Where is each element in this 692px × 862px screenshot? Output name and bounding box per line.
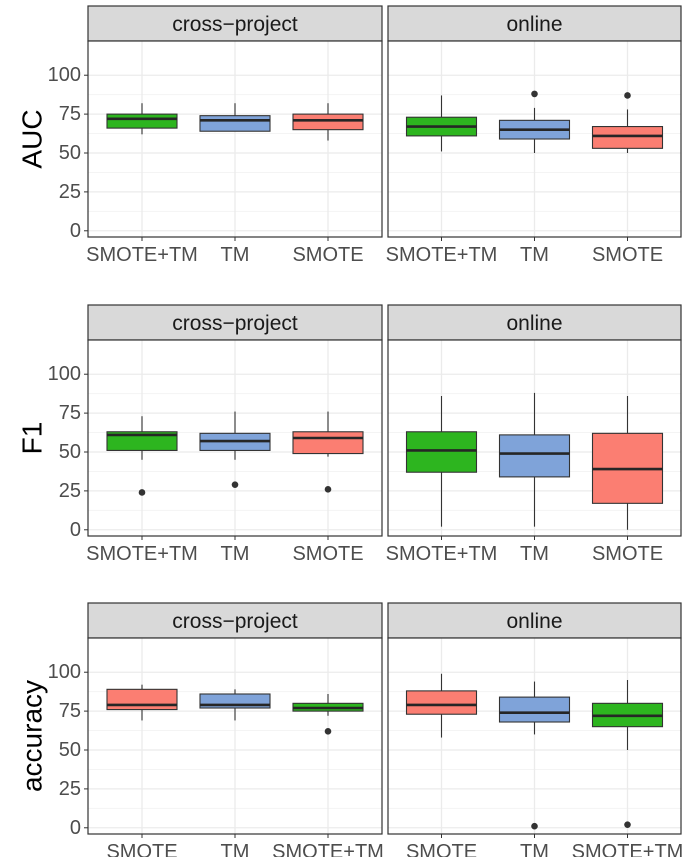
box-iqr bbox=[106, 688, 178, 711]
x-tick-label: SMOTE bbox=[406, 841, 477, 857]
outlier-point bbox=[531, 822, 538, 830]
x-tick-label: SMOTE+TM bbox=[86, 244, 198, 266]
facet-strip bbox=[87, 602, 383, 639]
y-axis-label: accuracy bbox=[17, 680, 48, 792]
x-tick-label: SMOTE bbox=[106, 841, 177, 857]
box-iqr bbox=[591, 126, 664, 149]
box-iqr bbox=[405, 431, 478, 473]
x-tick-label: SMOTE+TM bbox=[386, 543, 498, 565]
y-tick-label: 25 bbox=[59, 778, 81, 800]
y-tick-label: 0 bbox=[70, 519, 81, 541]
box-iqr bbox=[498, 434, 571, 478]
outlier-point bbox=[138, 489, 146, 496]
y-tick-label: 0 bbox=[70, 220, 81, 242]
facet-strip-label: online bbox=[506, 312, 562, 335]
y-tick-label: 75 bbox=[59, 103, 81, 125]
box-iqr bbox=[292, 431, 364, 455]
outlier-point bbox=[624, 821, 631, 828]
x-tick-label: TM bbox=[520, 543, 549, 565]
y-tick-label: 50 bbox=[59, 739, 81, 761]
x-tick-label: TM bbox=[221, 543, 250, 565]
box-iqr bbox=[106, 431, 178, 451]
y-tick-label: 100 bbox=[48, 661, 81, 683]
facet-strip-label: cross−project bbox=[172, 312, 298, 335]
box-iqr bbox=[106, 113, 178, 129]
outlier-point bbox=[324, 728, 332, 735]
box-iqr bbox=[292, 113, 364, 131]
x-tick-label: SMOTE bbox=[592, 244, 663, 266]
x-tick-label: TM bbox=[520, 841, 549, 857]
x-tick-label: TM bbox=[221, 244, 250, 266]
outlier-point bbox=[231, 481, 239, 488]
facet-strip-label: cross−project bbox=[172, 13, 298, 36]
x-tick-label: TM bbox=[221, 841, 250, 857]
y-tick-label: 25 bbox=[59, 181, 81, 203]
y-tick-label: 50 bbox=[59, 142, 81, 164]
y-tick-label: 50 bbox=[59, 441, 81, 463]
facet-strip bbox=[87, 5, 383, 42]
y-tick-label: 100 bbox=[48, 64, 81, 86]
x-tick-label: SMOTE+TM bbox=[572, 841, 684, 857]
y-tick-label: 75 bbox=[59, 700, 81, 722]
y-axis-label: AUC bbox=[17, 109, 48, 168]
y-tick-label: 0 bbox=[70, 817, 81, 839]
x-tick-label: SMOTE+TM bbox=[86, 543, 198, 565]
x-tick-label: SMOTE bbox=[292, 244, 363, 266]
box-iqr bbox=[199, 115, 271, 132]
x-tick-label: TM bbox=[520, 244, 549, 266]
x-tick-label: SMOTE bbox=[292, 543, 363, 565]
x-tick-label: SMOTE+TM bbox=[272, 841, 384, 857]
outlier-point bbox=[531, 90, 538, 98]
outlier-point bbox=[624, 92, 631, 99]
box-iqr bbox=[405, 690, 478, 715]
x-tick-label: SMOTE bbox=[592, 543, 663, 565]
facet-strip-label: online bbox=[506, 610, 562, 633]
facet-strip-label: online bbox=[506, 13, 562, 36]
facet-strip-label: cross−project bbox=[172, 610, 298, 633]
facet-strip bbox=[87, 304, 383, 341]
outlier-point bbox=[324, 486, 332, 493]
y-axis-label: F1 bbox=[17, 422, 48, 455]
box-iqr bbox=[498, 696, 571, 723]
y-tick-label: 75 bbox=[59, 402, 81, 424]
x-tick-label: SMOTE+TM bbox=[386, 244, 498, 266]
y-tick-label: 25 bbox=[59, 480, 81, 502]
y-tick-label: 100 bbox=[48, 363, 81, 385]
